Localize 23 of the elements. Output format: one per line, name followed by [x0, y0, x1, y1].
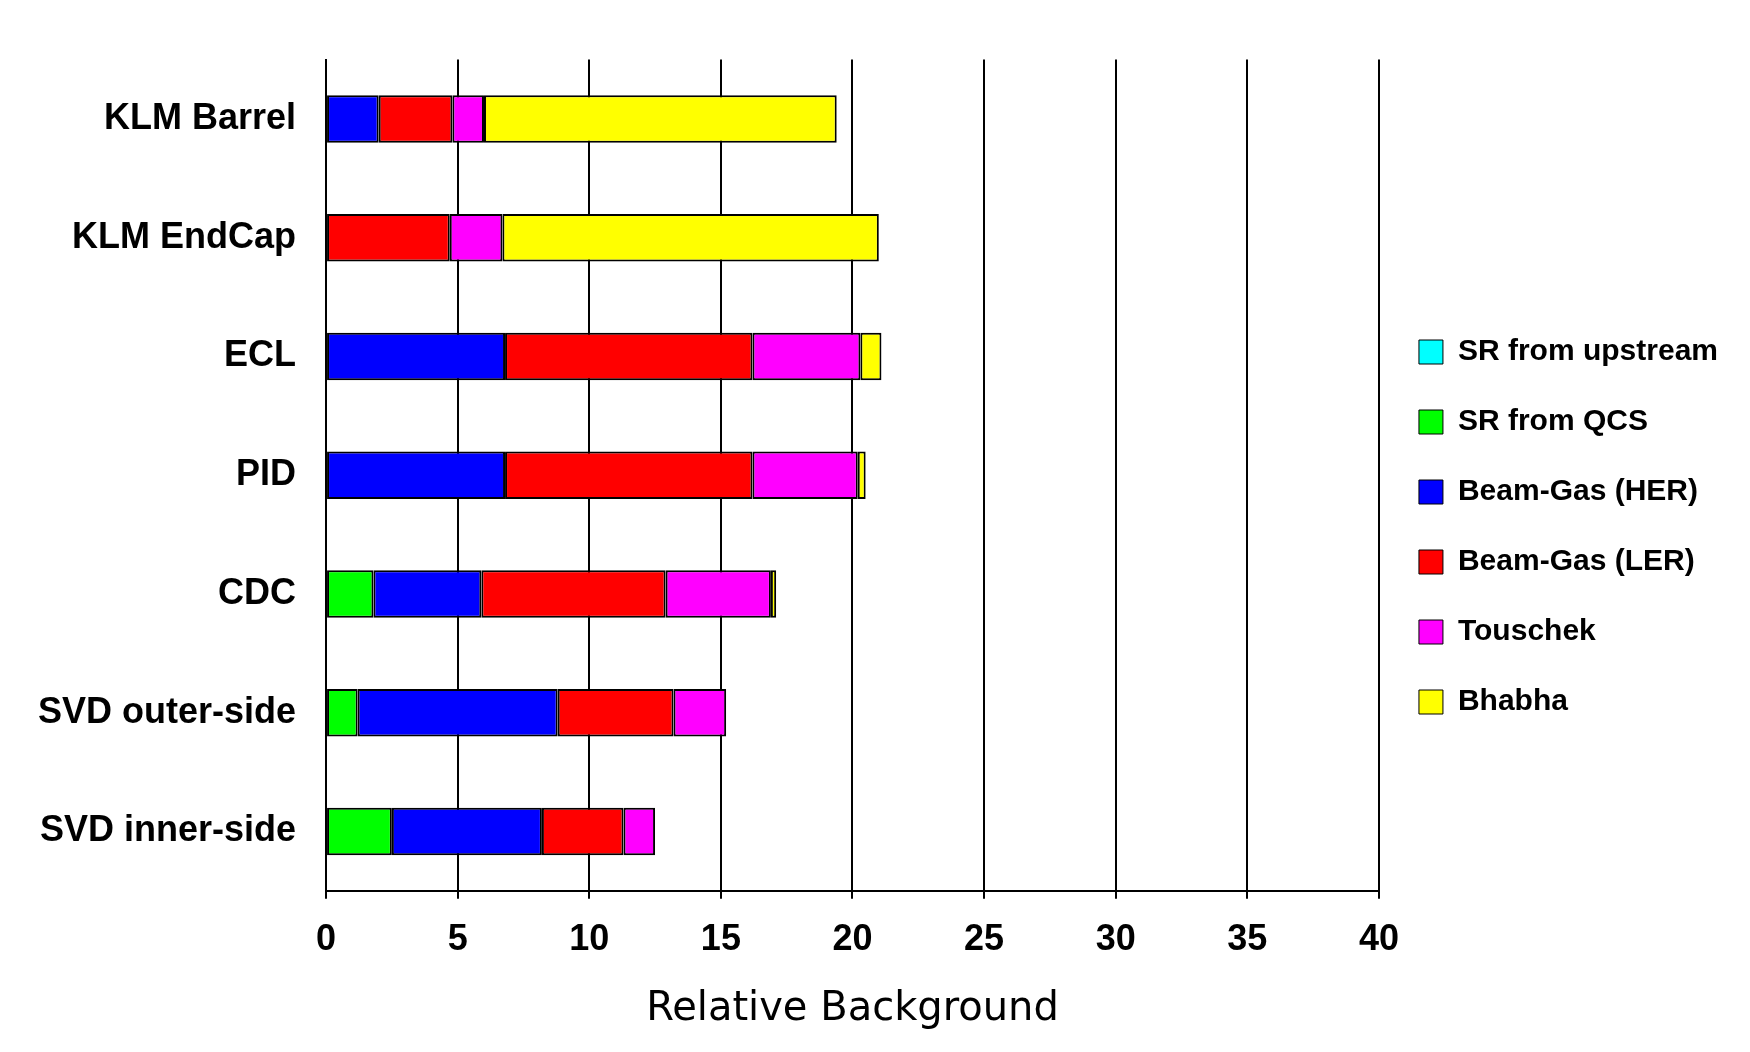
x-tick-label: 20	[832, 917, 873, 959]
legend-label: SR from QCS	[1457, 403, 1648, 437]
y-tick-label: CDC	[218, 570, 297, 612]
y-tick-label: KLM EndCap	[72, 214, 297, 256]
x-tick-label: 0	[316, 917, 337, 959]
legend-label: Beam-Gas (LER)	[1457, 543, 1695, 577]
legend-label: Bhabha	[1457, 683, 1569, 717]
y-tick-label: SVD outer-side	[38, 689, 297, 731]
legend-label: Beam-Gas (HER)	[1457, 473, 1699, 507]
y-tick-label: ECL	[224, 333, 297, 375]
x-tick-label: 25	[964, 917, 1005, 959]
y-tick-label: SVD inner-side	[39, 808, 297, 850]
x-tick-label: 35	[1227, 917, 1268, 959]
x-tick-label: 40	[1358, 917, 1399, 959]
x-tick-label: 15	[700, 917, 741, 959]
x-tick-label: 5	[447, 917, 468, 959]
y-tick-label: KLM Barrel	[104, 95, 297, 137]
legend-label: SR from upstream	[1457, 333, 1719, 367]
legend-label: Touschek	[1457, 613, 1597, 647]
y-tick-label: PID	[236, 452, 297, 494]
x-axis-title: Relative Background	[646, 983, 1059, 1030]
x-tick-label: 10	[569, 917, 610, 959]
x-tick-label: 30	[1095, 917, 1136, 959]
